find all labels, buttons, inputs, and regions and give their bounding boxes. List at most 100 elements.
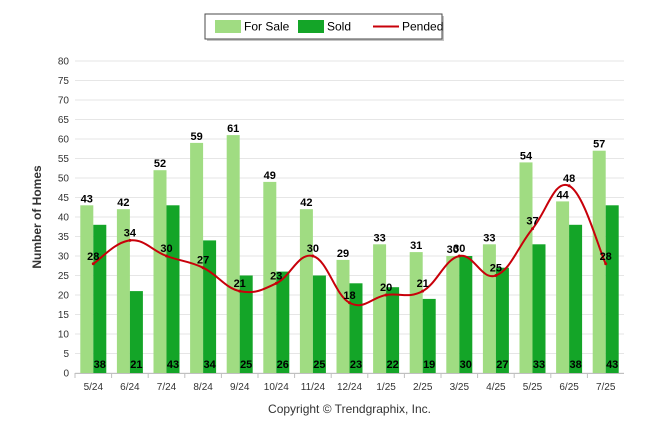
pended-label-2-25: 21 [417, 278, 429, 290]
sold-bar-1-25 [386, 287, 400, 373]
x-tick-label-4-25: 4/25 [486, 382, 506, 393]
sold-label-6-24: 21 [130, 359, 142, 371]
y-tick-label-35: 35 [58, 232, 70, 243]
for-sale-label-2-25: 31 [410, 240, 422, 252]
pended-point-7-25 [604, 262, 608, 266]
pended-label-5-24: 28 [87, 251, 99, 263]
x-tick-label-1-25: 1/25 [376, 382, 396, 393]
data-labels: 43 42 52 59 61 49 42 29 33 31 30 33 54 44 57 38 21 43 34 25… [81, 123, 619, 371]
pended-label-5-25: 37 [526, 216, 538, 228]
for-sale-label-3-25: 30 [447, 244, 459, 256]
pended-point-8-24 [201, 266, 205, 270]
pended-point-2-25 [421, 289, 425, 293]
x-tick-label-7-25: 7/25 [596, 382, 616, 393]
pended-label-12-24: 18 [343, 290, 355, 302]
sold-bar-7-25 [605, 205, 619, 373]
for-sale-label-10-24: 49 [264, 170, 276, 182]
x-tick-label-8-24: 8/24 [193, 382, 213, 393]
for-sale-label-12-24: 29 [337, 248, 349, 260]
copyright-credit: Copyright © Trendgraphix, Inc. [268, 402, 431, 416]
pended-label-10-24: 23 [270, 270, 282, 282]
pended-point-6-24 [128, 238, 132, 242]
sold-bar-11-24 [312, 275, 326, 373]
for-sale-label-9-24: 61 [227, 123, 239, 135]
y-tick-label-0: 0 [63, 369, 69, 380]
y-tick-label-40: 40 [58, 213, 70, 224]
for-sale-bar-6-24 [116, 209, 130, 373]
pended-point-9-24 [238, 289, 242, 293]
legend-label-pended: Pended [402, 20, 443, 34]
y-tick-label-80: 80 [58, 57, 70, 68]
sold-label-6-25: 38 [569, 359, 581, 371]
x-tick-label-3-25: 3/25 [450, 382, 470, 393]
pended-label-11-24: 30 [307, 243, 319, 255]
sold-bar-9-24 [239, 275, 253, 373]
pended-point-11-24 [311, 254, 315, 258]
y-tick-label-50: 50 [58, 174, 70, 185]
y-tick-label-20: 20 [58, 291, 70, 302]
legend: For Sale Sold Pended [204, 13, 444, 41]
y-tick-label-70: 70 [58, 96, 70, 107]
sold-label-7-24: 43 [167, 359, 179, 371]
sold-label-1-25: 22 [386, 359, 398, 371]
sold-bar-4-25 [495, 267, 509, 373]
pended-point-1-25 [384, 293, 388, 297]
x-tick-label-10-24: 10/24 [264, 382, 289, 393]
pended-point-5-25 [531, 227, 534, 231]
x-tick-label-11-24: 11/24 [301, 382, 326, 393]
legend-swatch-for-sale [215, 20, 241, 33]
for-sale-bar-10-24 [263, 181, 277, 373]
sold-label-5-24: 38 [94, 359, 106, 371]
x-tick-label-5-24: 5/24 [84, 382, 104, 393]
for-sale-label-6-24: 42 [117, 197, 129, 209]
y-tick-label-10: 10 [58, 330, 70, 341]
legend-label-for-sale: For Sale [244, 20, 290, 34]
sold-bar-2-25 [422, 298, 436, 373]
x-tick-label-7-24: 7/24 [157, 382, 177, 393]
pended-point-10-24 [274, 281, 278, 285]
for-sale-label-11-24: 42 [300, 197, 312, 209]
for-sale-label-8-24: 59 [190, 131, 202, 143]
x-tick-label-12-24: 12/24 [337, 382, 362, 393]
sold-label-2-25: 19 [423, 359, 435, 371]
y-tick-label-65: 65 [58, 115, 70, 126]
y-tick-label-15: 15 [58, 310, 70, 321]
sold-bar-7-24 [166, 205, 180, 373]
x-tick-label-6-25: 6/25 [559, 382, 579, 393]
for-sale-bar-8-24 [190, 142, 204, 373]
y-tick-label-25: 25 [58, 271, 70, 282]
y-tick-label-60: 60 [58, 135, 70, 146]
for-sale-label-7-24: 52 [154, 158, 166, 170]
sold-bar-3-25 [459, 256, 473, 373]
pended-label-6-25: 48 [563, 173, 575, 185]
for-sale-bar-1-25 [373, 244, 387, 373]
for-sale-bar-5-24 [80, 205, 94, 373]
sold-label-5-25: 33 [533, 359, 545, 371]
sold-label-7-25: 43 [606, 359, 618, 371]
pended-label-7-24: 30 [160, 243, 172, 255]
pended-point-5-24 [91, 262, 95, 266]
y-axis-title: Number of Homes [30, 165, 44, 269]
pended-label-9-24: 21 [234, 278, 246, 290]
sold-bar-10-24 [276, 271, 290, 373]
y-tick-label-45: 45 [58, 193, 70, 204]
x-tick-label-2-25: 2/25 [413, 382, 433, 393]
for-sale-label-7-25: 57 [593, 139, 605, 151]
sold-label-4-25: 27 [496, 359, 508, 371]
for-sale-label-1-25: 33 [373, 232, 385, 244]
for-sale-bar-11-24 [299, 209, 313, 373]
y-tick-label-5: 5 [63, 349, 69, 360]
pended-point-7-24 [165, 254, 168, 258]
axes: 0 5 10 15 20 25 30 35 40 45 50 55 60 65 70 75 80 5/24 6/24… [30, 57, 624, 416]
legend-label-sold: Sold [327, 20, 351, 34]
for-sale-label-6-25: 44 [556, 189, 569, 201]
pended-label-4-25: 25 [490, 263, 502, 275]
x-tick-label-5-25: 5/25 [523, 382, 543, 393]
for-sale-bar-7-24 [153, 170, 167, 373]
for-sale-label-5-25: 54 [520, 150, 533, 162]
pended-label-3-25: 30 [453, 243, 465, 255]
x-tick-label-9-24: 9/24 [230, 382, 250, 393]
pended-point-6-25 [567, 184, 571, 188]
